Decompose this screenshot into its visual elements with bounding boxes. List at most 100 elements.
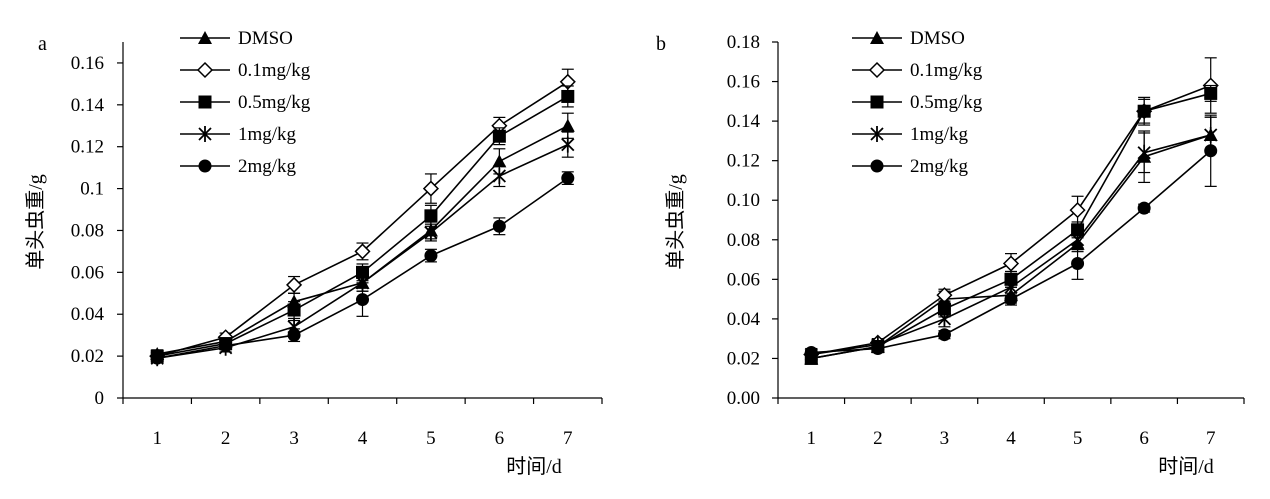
- data-point: [804, 346, 818, 360]
- legend-item: 0.5mg/kg: [180, 92, 311, 113]
- legend-label: DMSO: [238, 28, 293, 49]
- data-point: [560, 118, 575, 132]
- data-point: [1204, 86, 1218, 100]
- data-point: [1071, 257, 1085, 271]
- x-tick-label: 2: [221, 428, 231, 449]
- data-point: [1204, 144, 1218, 158]
- legend-item: 2mg/kg: [852, 156, 969, 177]
- series-diamond-open: [149, 68, 576, 365]
- series-line: [811, 84, 1212, 356]
- y-tick-label: 0.02: [71, 346, 104, 367]
- y-tick-label: 0.16: [727, 72, 760, 93]
- data-point: [287, 328, 301, 342]
- y-tick-label: 0.06: [727, 269, 760, 290]
- y-tick-label: 0.18: [727, 32, 760, 53]
- legend-marker: [870, 95, 884, 109]
- series-line: [157, 125, 569, 355]
- legend-label: 1mg/kg: [910, 124, 969, 145]
- data-point: [354, 243, 371, 260]
- legend-item: 1mg/kg: [852, 124, 969, 145]
- x-axis-title: 时间/d: [1158, 455, 1214, 478]
- legend-item: 1mg/kg: [180, 124, 297, 145]
- legend-label: 1mg/kg: [238, 124, 297, 145]
- series-square: [150, 85, 575, 363]
- data-point: [424, 209, 438, 223]
- legend-item: 2mg/kg: [180, 156, 297, 177]
- y-tick-label: 0.08: [71, 220, 104, 241]
- data-point: [286, 276, 303, 293]
- y-tick-label: 0.08: [727, 230, 760, 251]
- data-point: [287, 303, 301, 317]
- legend-label: 0.1mg/kg: [238, 60, 311, 81]
- y-tick-label: 0.12: [71, 137, 104, 158]
- x-tick-label: 1: [807, 428, 817, 449]
- data-point: [937, 302, 951, 316]
- legend-item: 0.1mg/kg: [852, 60, 983, 81]
- series-circle: [804, 114, 1218, 360]
- legend-marker: [196, 61, 214, 79]
- x-tick-label: 5: [1073, 428, 1083, 449]
- series-triangle: [804, 116, 1218, 365]
- legend-item: DMSO: [852, 28, 965, 49]
- data-point: [1069, 202, 1086, 219]
- legend-label: 2mg/kg: [238, 156, 297, 177]
- data-point: [1137, 104, 1151, 118]
- legend-item: 0.1mg/kg: [180, 60, 311, 81]
- series-triangle: [150, 112, 575, 361]
- data-point: [561, 136, 575, 153]
- y-tick-label: 0.04: [727, 309, 761, 330]
- legend: DMSO 0.1mg/kg 0.5mg/kg 1mg/kg 2mg/kg: [852, 28, 983, 177]
- x-tick-label: 7: [563, 428, 573, 449]
- legend-item: 0.5mg/kg: [852, 92, 983, 113]
- legend-marker: [870, 159, 884, 173]
- data-point: [492, 129, 506, 143]
- x-tick-label: 7: [1206, 428, 1216, 449]
- legend-label: DMSO: [910, 28, 965, 49]
- chart-panel-a: a 单头虫重/g 时间/d 0 0.02 0.04 0.06 0.08 0.1 0.12 0.…: [24, 28, 603, 478]
- x-tick-label: 2: [873, 428, 883, 449]
- data-point: [150, 351, 164, 365]
- y-axis-title: 单头虫重/g: [664, 174, 687, 270]
- y-tick-label: 0.16: [71, 53, 104, 74]
- data-point: [1002, 255, 1020, 272]
- data-point: [1004, 292, 1018, 306]
- legend-marker: [868, 61, 886, 79]
- panel-label: b: [656, 33, 666, 55]
- legend-marker: [198, 159, 212, 173]
- x-tick-label: 6: [495, 428, 505, 449]
- data-point: [561, 171, 575, 185]
- data-point: [492, 219, 506, 233]
- legend-marker: [870, 31, 884, 44]
- data-point: [1137, 201, 1151, 215]
- y-tick-label: 0.14: [71, 95, 105, 116]
- data-point: [1070, 231, 1085, 248]
- legend-label: 0.1mg/kg: [910, 60, 983, 81]
- data-point: [219, 339, 233, 353]
- series-line: [811, 150, 1212, 354]
- y-axis-title: 单头虫重/g: [24, 174, 47, 270]
- y-tick-label: 0.00: [727, 388, 760, 409]
- legend-marker: [198, 126, 212, 142]
- legend-marker: [198, 31, 212, 44]
- data-point: [937, 328, 951, 342]
- chart-panel-b: b 单头虫重/g 时间/d 0.00 0.02 0.04 0.06 0.08 0.10 0.…: [656, 28, 1245, 478]
- x-tick-label: 3: [940, 428, 950, 449]
- data-point: [356, 293, 369, 307]
- data-point: [424, 224, 438, 241]
- y-tick-label: 0.02: [727, 348, 760, 369]
- y-tick-label: 0.10: [727, 190, 760, 211]
- data-point: [356, 265, 369, 279]
- legend-item: DMSO: [180, 28, 293, 49]
- legend-marker: [870, 126, 884, 142]
- x-tick-label: 3: [289, 428, 299, 449]
- data-point: [492, 168, 506, 185]
- data-point: [424, 249, 438, 263]
- y-tick-label: 0.04: [71, 304, 105, 325]
- series-line: [811, 92, 1211, 360]
- data-point: [1137, 144, 1151, 161]
- data-point: [936, 287, 953, 304]
- data-point: [492, 154, 507, 168]
- series-circle: [150, 171, 575, 365]
- x-axis-title: 时间/d: [506, 455, 562, 478]
- data-point: [422, 180, 439, 197]
